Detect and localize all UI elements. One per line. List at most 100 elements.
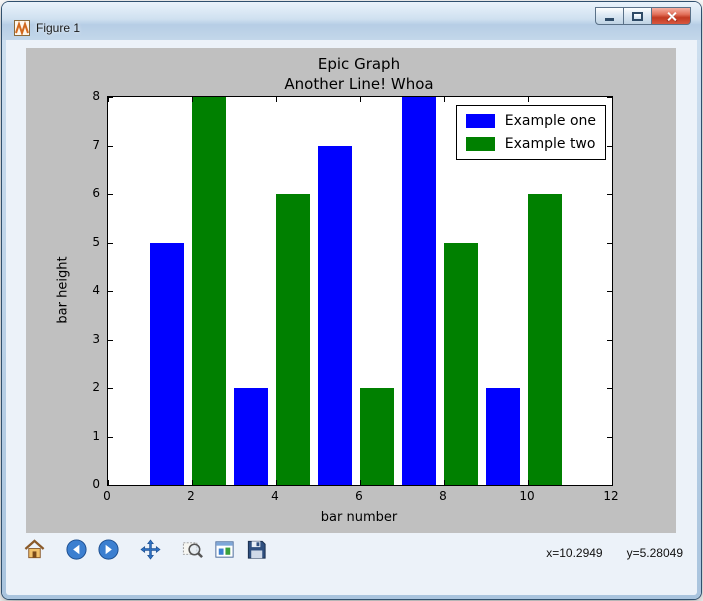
bar-example-one <box>318 145 352 485</box>
y-tick-label: 5 <box>92 234 100 249</box>
minimize-icon <box>605 18 614 21</box>
chart-title-line1: Epic Graph <box>317 55 401 73</box>
legend-item: Example one <box>465 113 596 129</box>
bar-example-one <box>150 242 184 485</box>
back-icon <box>65 538 88 564</box>
bar-example-one <box>486 388 520 485</box>
tick-mark <box>528 480 529 485</box>
tick-mark <box>607 194 612 195</box>
subplots-icon <box>213 538 236 564</box>
tick-mark <box>108 291 113 292</box>
window-icon <box>14 20 30 37</box>
home-icon <box>23 538 46 564</box>
tick-mark <box>607 436 612 438</box>
pan-icon <box>139 538 162 564</box>
cursor-y-readout: y=5.28049 <box>626 546 683 560</box>
forward-icon <box>97 538 120 564</box>
y-tick-label: 1 <box>92 428 100 443</box>
window-title: Figure 1 <box>36 21 81 35</box>
y-tick-label: 7 <box>92 137 100 152</box>
close-button[interactable] <box>651 7 691 25</box>
tick-mark <box>607 388 612 389</box>
minimize-button[interactable] <box>595 7 624 25</box>
tick-mark <box>444 480 445 485</box>
tick-mark <box>108 97 113 98</box>
maximize-button[interactable] <box>623 7 652 25</box>
y-tick-label: 6 <box>92 186 100 200</box>
cursor-coordinates: x=10.2949 y=5.28049 <box>546 546 683 560</box>
x-tick-label: 4 <box>271 489 279 503</box>
y-tick-label: 3 <box>92 331 100 346</box>
chart-title-line2: Another Line! Whoa <box>284 75 434 94</box>
tick-mark <box>444 97 445 102</box>
bar-example-one <box>234 388 268 485</box>
save-icon <box>245 538 268 564</box>
y-tick-label: 8 <box>92 89 100 103</box>
x-tick-label: 6 <box>355 489 363 503</box>
tick-mark <box>607 485 612 486</box>
tick-mark <box>607 339 612 341</box>
bar-example-two <box>528 194 562 485</box>
legend-swatch-example-one <box>465 114 495 128</box>
x-tick-label: 10 <box>519 489 535 503</box>
y-tick-label: 2 <box>92 380 100 394</box>
tick-mark <box>108 436 113 438</box>
x-tick-label: 0 <box>103 489 111 503</box>
bar-example-two <box>444 242 478 485</box>
tick-mark <box>612 97 613 102</box>
x-tick-label: 12 <box>603 489 619 503</box>
cursor-x-readout: x=10.2949 <box>546 546 603 560</box>
caption-buttons <box>595 7 691 25</box>
legend-item: Example two <box>465 136 596 152</box>
tick-mark <box>607 145 612 147</box>
tick-mark <box>528 97 529 102</box>
tick-mark <box>108 480 109 485</box>
x-tick-label: 2 <box>187 489 195 503</box>
tick-mark <box>276 97 277 102</box>
tick-mark <box>108 145 113 147</box>
plot-area[interactable]: Example one Example two <box>107 96 613 486</box>
back-button[interactable] <box>62 537 90 565</box>
bar-example-one <box>402 97 436 485</box>
x-tick-label: 8 <box>439 489 447 503</box>
zoom-button[interactable] <box>178 537 206 565</box>
tick-mark <box>360 97 361 102</box>
tick-mark <box>607 242 612 244</box>
tick-mark <box>108 485 113 486</box>
bar-example-two <box>360 388 394 485</box>
tick-mark <box>612 480 613 485</box>
subplots-button[interactable] <box>210 537 238 565</box>
legend-label: Example two <box>504 136 596 152</box>
figure-canvas[interactable]: Epic Graph Another Line! Whoa bar height… <box>26 48 676 533</box>
navigation-toolbar: x=10.2949 y=5.28049 <box>6 532 697 595</box>
client-area: Epic Graph Another Line! Whoa bar height… <box>6 40 697 595</box>
home-button[interactable] <box>20 537 48 565</box>
tick-mark <box>607 291 612 292</box>
tick-mark <box>108 97 109 102</box>
tick-mark <box>108 242 113 244</box>
save-button[interactable] <box>242 537 270 565</box>
legend-swatch-example-two <box>465 137 495 151</box>
y-tick-label: 0 <box>92 477 100 491</box>
tick-mark <box>276 480 277 485</box>
close-icon <box>666 11 677 22</box>
tick-mark <box>108 194 113 195</box>
tick-mark <box>360 480 361 485</box>
bar-example-two <box>276 194 310 485</box>
tick-mark <box>108 388 113 389</box>
x-axis-label: bar number <box>320 510 398 525</box>
zoom-icon <box>181 538 204 564</box>
y-tick-label: 4 <box>92 283 100 297</box>
pan-button[interactable] <box>136 537 164 565</box>
titlebar[interactable]: Figure 1 <box>2 2 701 40</box>
maximize-icon <box>632 11 643 21</box>
chart-title: Epic Graph Another Line! Whoa <box>107 54 611 95</box>
tick-mark <box>108 339 113 341</box>
bar-example-two <box>192 97 226 485</box>
legend: Example one Example two <box>455 105 606 160</box>
tick-mark <box>192 480 193 485</box>
tick-mark <box>192 97 193 102</box>
forward-button[interactable] <box>94 537 122 565</box>
tick-mark <box>607 97 612 98</box>
